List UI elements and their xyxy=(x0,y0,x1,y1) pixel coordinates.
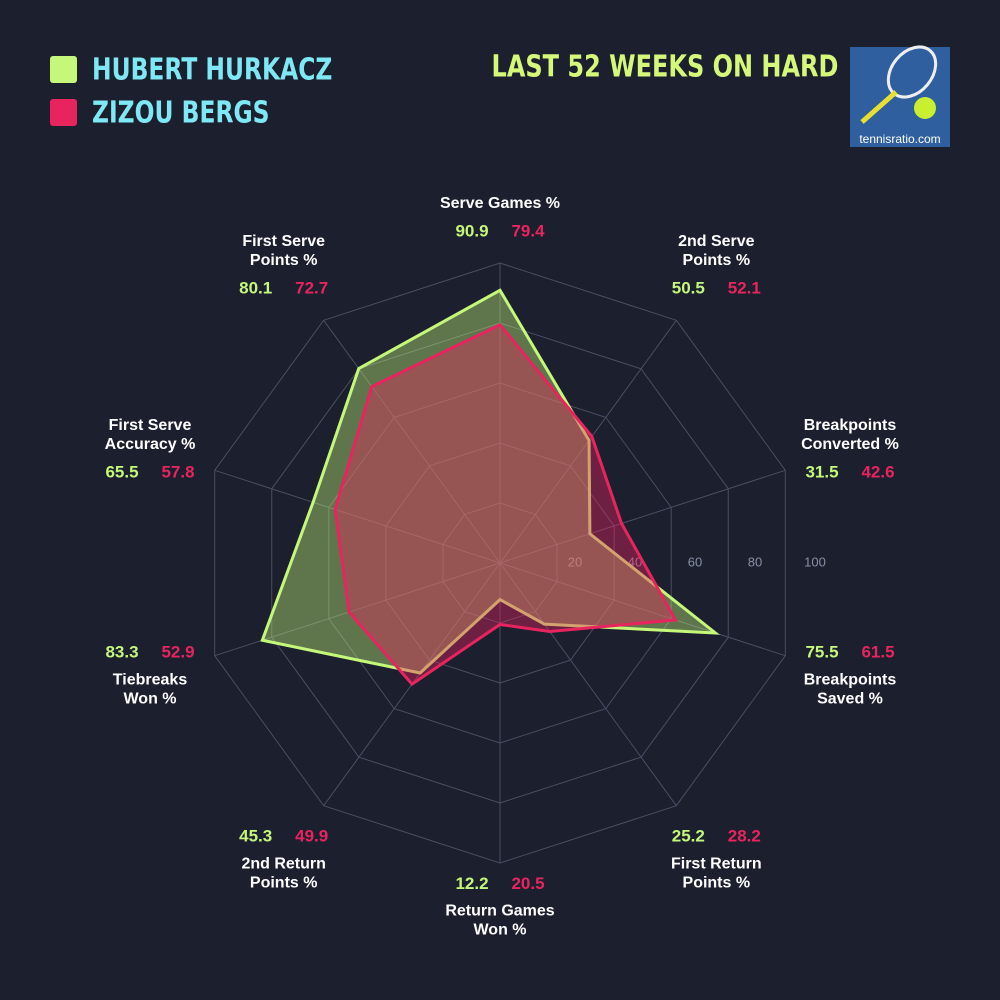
spoke xyxy=(499,562,786,657)
legend-label: HUBERT HURKACZ xyxy=(92,53,332,88)
value-label: 49.9 xyxy=(295,827,328,846)
axis-label: First Return xyxy=(671,855,762,872)
r-tick-label: 100 xyxy=(804,554,826,569)
axis-label: Return Games xyxy=(445,903,554,920)
value-label: 57.8 xyxy=(161,462,194,481)
value-label: 61.5 xyxy=(861,643,894,662)
axis-label: Breakpoints xyxy=(804,417,897,434)
value-label: 72.7 xyxy=(295,278,328,297)
series-area xyxy=(333,322,678,687)
spoke xyxy=(214,469,501,564)
axis-label: Breakpoints xyxy=(804,671,897,688)
axis-label: Tiebreaks xyxy=(113,671,188,688)
r-tick-label: 20 xyxy=(568,554,582,569)
value-label: 31.5 xyxy=(805,462,838,481)
value-label: 45.3 xyxy=(239,827,272,846)
value-label: 75.5 xyxy=(805,643,838,662)
value-label: 52.9 xyxy=(161,643,194,662)
value-label: 65.5 xyxy=(105,462,138,481)
legend-swatch xyxy=(50,56,77,83)
value-label: 90.9 xyxy=(455,221,488,240)
value-label: 50.5 xyxy=(672,278,705,297)
logo-ball xyxy=(914,97,936,119)
logo: tennisratio.com xyxy=(850,45,950,147)
axis-label: First Serve xyxy=(242,233,325,250)
legend-swatch xyxy=(50,99,77,126)
legend-label: ZIZOU BERGS xyxy=(92,96,270,131)
axis-label: Saved % xyxy=(817,690,883,707)
r-tick-label: 80 xyxy=(748,554,762,569)
logo-text: tennisratio.com xyxy=(859,132,940,146)
axis-label: Points % xyxy=(683,874,751,891)
axis-label: Won % xyxy=(123,690,176,707)
axis-label: First Serve xyxy=(109,417,192,434)
value-label: 12.2 xyxy=(455,874,488,893)
value-label: 42.6 xyxy=(861,462,894,481)
axis-label: 2nd Serve xyxy=(678,233,755,250)
value-label: 79.4 xyxy=(511,221,545,240)
value-label: 80.1 xyxy=(239,278,272,297)
value-label: 28.2 xyxy=(728,827,761,846)
axis-label: Converted % xyxy=(801,436,899,453)
spoke xyxy=(323,320,501,564)
axis-label: Points % xyxy=(250,252,318,269)
spoke xyxy=(499,469,786,564)
value-label: 52.1 xyxy=(728,278,761,297)
axis-label: Points % xyxy=(250,874,318,891)
axis-label: 2nd Return xyxy=(241,855,325,872)
spoke xyxy=(499,562,677,806)
axis-label: Won % xyxy=(473,922,526,939)
r-tick-label: 60 xyxy=(688,554,702,569)
value-label: 83.3 xyxy=(105,643,138,662)
logo-handle xyxy=(860,90,898,124)
value-label: 25.2 xyxy=(672,827,705,846)
value-label: 20.5 xyxy=(511,874,544,893)
axis-label: Accuracy % xyxy=(105,436,196,453)
chart-title: LAST 52 WEEKS ON HARD xyxy=(492,50,839,84)
axis-label: Points % xyxy=(683,252,751,269)
axis-label: Serve Games % xyxy=(440,195,560,212)
